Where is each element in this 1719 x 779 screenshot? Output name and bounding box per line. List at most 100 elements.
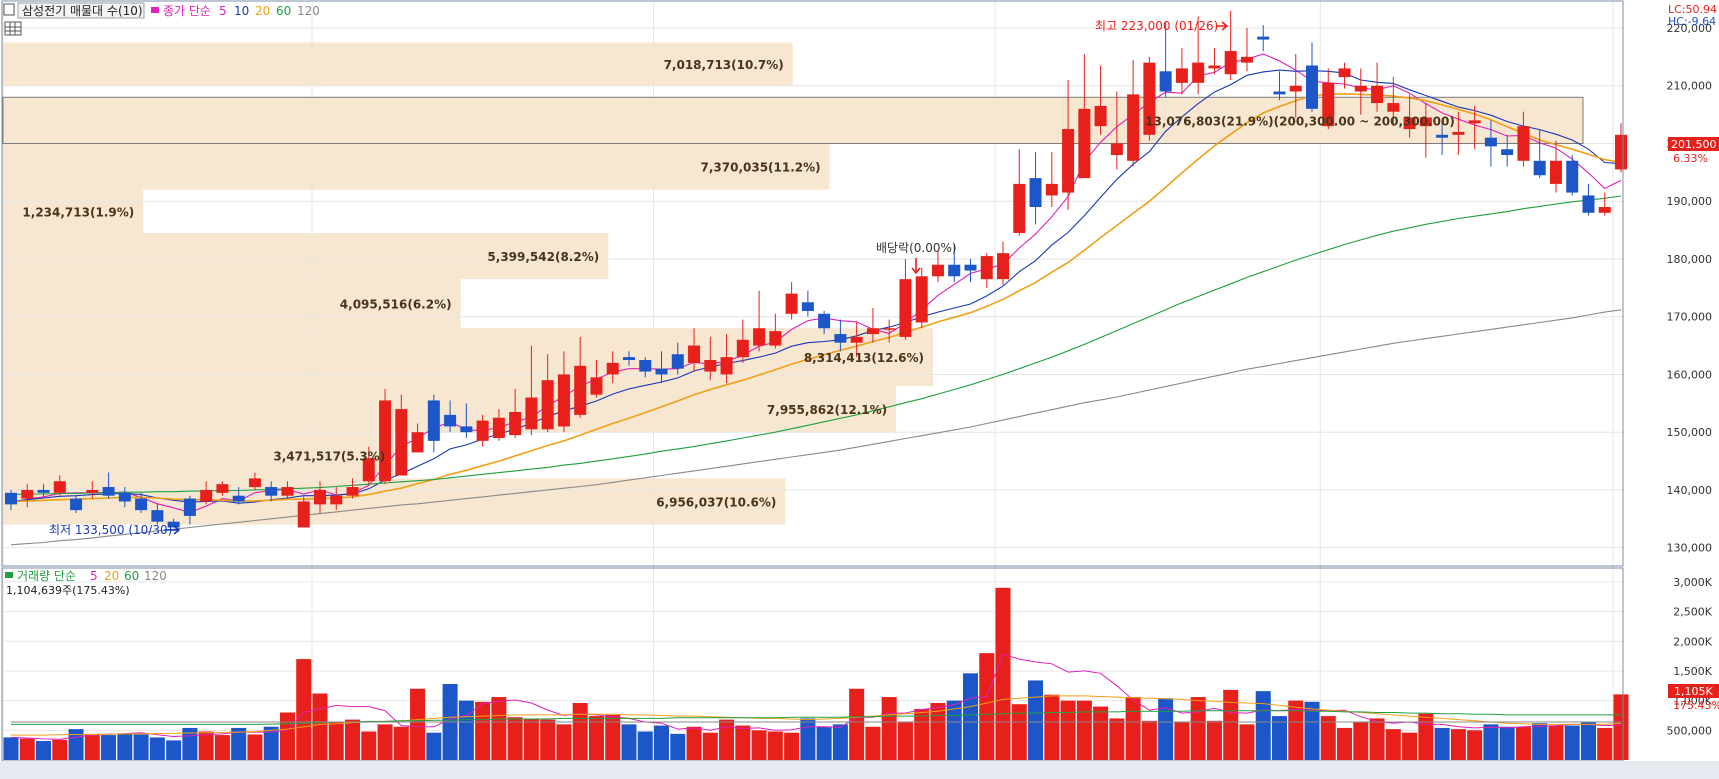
volume-ma-line-5 [10, 653, 1622, 740]
candle-body-93 [1517, 126, 1530, 161]
candle-body-17 [281, 487, 294, 496]
volume-bar-76 [1239, 724, 1255, 760]
volume-bar-57 [930, 703, 946, 760]
ma-period-20[interactable]: 20 [255, 4, 270, 18]
candle-body-5 [86, 489, 99, 493]
candle-body-80 [1306, 65, 1319, 109]
volume-bar-73 [1190, 697, 1206, 760]
volume-bar-28 [458, 700, 474, 760]
volume-bar-34 [556, 724, 572, 760]
ma-label-marker [151, 7, 159, 13]
candle-body-33 [541, 380, 554, 430]
price-tick-1: 210,000 [1667, 80, 1713, 93]
ma-period-10[interactable]: 10 [234, 4, 249, 18]
hc-readout: HC:-9.64 [1668, 15, 1716, 28]
title-box[interactable] [17, 2, 145, 19]
volume-bar-35 [572, 703, 588, 760]
candle-body-55 [899, 279, 912, 337]
candle-body-47 [769, 331, 782, 346]
vma-period-20[interactable]: 20 [104, 569, 119, 583]
volume-ma-line-60 [11, 710, 1621, 725]
volume-bar-68 [1109, 718, 1125, 760]
candle-body-96 [1566, 160, 1579, 193]
volume-bar-97 [1580, 722, 1596, 760]
volume-bar-21 [345, 719, 361, 760]
candle-body-72 [1175, 68, 1188, 83]
candle-body-34 [557, 374, 570, 427]
candle-body-60 [980, 256, 993, 280]
candle-body-91 [1484, 137, 1497, 147]
candle-body-1 [21, 489, 34, 499]
volume-profile-bar-3 [3, 232, 609, 280]
candle-body-50 [818, 313, 831, 329]
price-tick-5: 170,000 [1667, 311, 1713, 324]
candle-body-38 [622, 357, 635, 361]
volume-bar-18 [296, 659, 312, 760]
volume-bar-63 [1028, 680, 1044, 760]
candle-body-20 [330, 495, 343, 505]
vma-period-5[interactable]: 5 [90, 569, 98, 583]
volume-bar-87 [1418, 713, 1434, 760]
volume-bar-81 [1320, 716, 1336, 760]
expand-toggle[interactable] [3, 3, 15, 16]
volume-bar-50 [816, 726, 832, 760]
ma-period-5[interactable]: 5 [219, 4, 227, 18]
vma-period-60[interactable]: 60 [124, 569, 139, 583]
price-tick-8: 140,000 [1667, 484, 1713, 497]
candle-body-35 [574, 365, 587, 415]
candle-body-68 [1110, 143, 1123, 156]
volume-bar-75 [1223, 689, 1239, 760]
volume-bar-59 [962, 673, 978, 760]
volume-profile-label-4: 4,095,516(6.2%) [340, 298, 452, 312]
volume-bar-70 [1141, 720, 1157, 760]
volume-bar-84 [1369, 718, 1385, 760]
volume-bar-33 [540, 719, 556, 760]
volume-bar-88 [1434, 727, 1450, 760]
volume-profile-bar-2 [3, 189, 144, 233]
candle-body-73 [1192, 62, 1205, 83]
candle-body-18 [297, 501, 310, 528]
candle-body-29 [476, 420, 489, 441]
volume-profile-label-3: 5,399,542(8.2%) [487, 250, 599, 264]
volume-bar-7 [117, 733, 133, 760]
volume-tick-2: 2,000K [1673, 635, 1712, 648]
candle-body-15 [248, 478, 261, 488]
volume-bar-6 [101, 735, 117, 760]
vma-period-120[interactable]: 120 [144, 569, 167, 583]
grid-icon[interactable] [4, 21, 22, 36]
volume-tick-1: 2,500K [1673, 606, 1712, 619]
current-volume: 1,105K [1674, 685, 1713, 698]
volume-bar-31 [507, 717, 523, 760]
volume-bar-12 [198, 731, 214, 760]
volume-bar-48 [784, 732, 800, 760]
volume-bar-16 [263, 726, 279, 760]
candle-body-84 [1371, 85, 1384, 104]
candle-body-57 [931, 264, 944, 277]
volume-bar-47 [767, 731, 783, 760]
volume-bar-55 [897, 722, 913, 760]
volume-bar-14 [231, 727, 247, 760]
candle-body-10 [167, 521, 180, 528]
volume-profile-bar-7 [3, 432, 395, 479]
ma-period-120[interactable]: 120 [297, 4, 320, 18]
low-annotation: 최저 133,500 (10/30) [49, 523, 172, 537]
candle-body-25 [411, 432, 424, 453]
price-tick-6: 160,000 [1667, 368, 1713, 381]
candle-body-13 [216, 484, 229, 493]
chart-title: 삼성전기 매물대 수(10) [22, 4, 143, 18]
candle-body-37 [606, 362, 619, 375]
low-arrow [164, 525, 181, 535]
ma-period-60[interactable]: 60 [276, 4, 291, 18]
volume-bar-42 [686, 726, 702, 760]
volume-bar-23 [377, 724, 393, 760]
current-zone-label: 13,076,803(21.9%)(200,300.00 ~ 200,300.0… [1145, 114, 1455, 128]
candle-body-83 [1354, 85, 1367, 92]
volume-label: 거래량 단순 [17, 569, 76, 583]
volume-tick-5: 500,000 [1667, 724, 1713, 737]
candle-body-82 [1338, 68, 1351, 78]
candle-body-46 [753, 328, 766, 346]
volume-bar-17 [279, 712, 295, 760]
volume-bar-9 [149, 737, 165, 760]
candle-body-81 [1322, 82, 1335, 127]
